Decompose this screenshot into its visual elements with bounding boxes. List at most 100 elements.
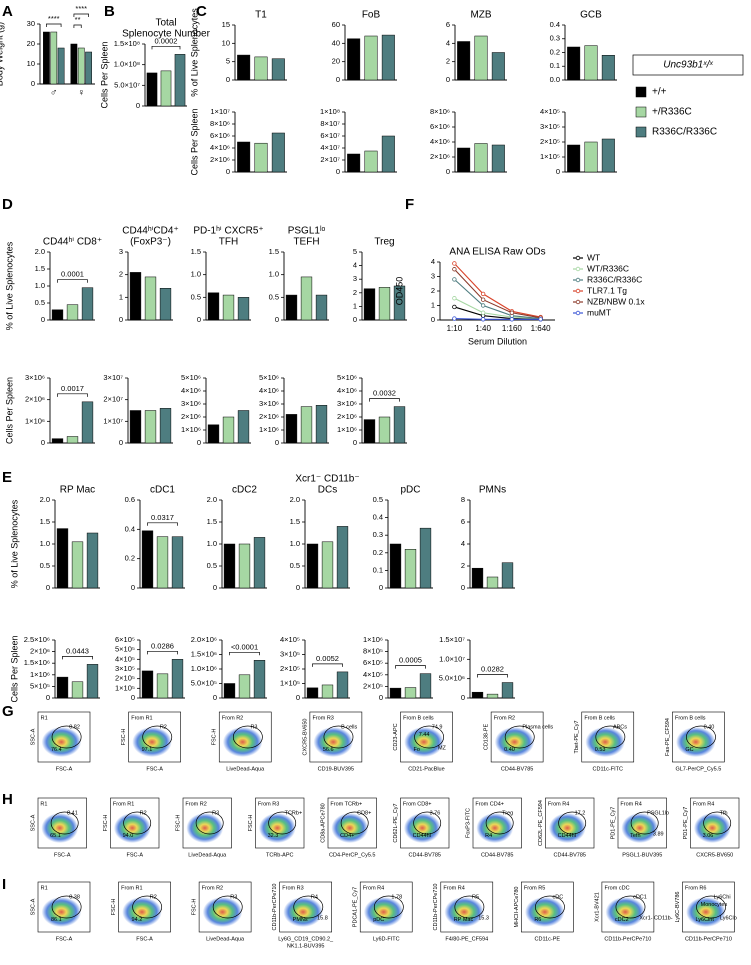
bar — [389, 543, 402, 589]
y-tick-label: 0 — [446, 167, 450, 176]
chart-title: TEFH — [293, 237, 319, 248]
chart-title: FoB — [362, 10, 381, 21]
chart-title: cDC2 — [232, 485, 257, 496]
y-tick-label: 0.1 — [550, 61, 560, 70]
y-axis-label: SSC-A — [30, 898, 36, 915]
legend-label: NZB/NBW 0.1x — [587, 296, 645, 306]
significance-bracket — [46, 23, 62, 27]
panel-letter: F — [405, 196, 414, 213]
y-axis-label: FSC-H — [192, 899, 198, 916]
x-axis-label: CD4-PerCP_Cy5.5 — [329, 852, 375, 858]
bar — [146, 72, 158, 107]
gate-label: From R1 — [131, 715, 152, 721]
y-tick-label: 5×10⁶ — [337, 373, 357, 382]
y-axis-label: SSC-A — [30, 728, 36, 745]
y-axis-label: PDCA1-PE_Cy7 — [353, 887, 359, 927]
bar — [404, 549, 417, 589]
x-axis-label: CD21-PacBlue — [408, 766, 444, 772]
legend-marker — [575, 255, 581, 261]
significance-bracket — [151, 45, 181, 50]
x-axis-label: CD44-BV785 — [481, 852, 513, 858]
y-tick-label: 0 — [431, 315, 435, 324]
y-tick-label: 1×10⁷ — [103, 416, 123, 425]
y-tick-label: 2.0 — [207, 495, 217, 504]
y-tick-label: 8×10⁵ — [363, 647, 383, 656]
panel-letter: I — [2, 876, 6, 893]
y-tick-label: 1×10⁵ — [280, 678, 300, 687]
gate-label: 94.0 — [123, 833, 134, 839]
gate-label: CD44hi — [558, 833, 576, 839]
gate-label: B cells — [341, 724, 357, 730]
density-cloud — [621, 813, 659, 843]
y-tick-label: 2 — [461, 561, 465, 570]
x-axis-label: F4/80-PE_CF594 — [445, 936, 488, 942]
gate-label: R5 — [472, 894, 479, 900]
chart-title: CD44ʰⁱ CD8⁺ — [43, 237, 102, 248]
gate — [703, 811, 732, 835]
point — [452, 267, 457, 272]
y-tick-label: 0.4 — [373, 513, 383, 522]
y-tick-label: 4 — [461, 539, 465, 548]
y-axis-label: CD138-PE — [484, 724, 490, 751]
bar — [419, 673, 432, 699]
gate-label: 0.40 — [704, 724, 715, 730]
bar — [223, 683, 236, 699]
bar — [141, 530, 154, 589]
gate-label: CD8+ — [357, 810, 371, 816]
significance-bracket — [57, 393, 88, 397]
gate-label: Ly6Clo — [720, 915, 737, 921]
gate-label: 86.1 — [51, 917, 62, 923]
x-tick-label: 1:10 — [447, 324, 463, 333]
density-cloud — [693, 813, 731, 843]
gate-label: cDC — [553, 894, 564, 900]
p-value: 0.0032 — [373, 389, 396, 398]
y-tick-label: 0 — [46, 693, 50, 702]
panel-letter: A — [2, 3, 13, 20]
bar — [393, 285, 406, 321]
gate-label: 3.89 — [653, 831, 664, 837]
panel-letter: C — [196, 3, 207, 20]
legend-label: +/R336C — [652, 107, 692, 118]
y-axis-label: FSC-H — [248, 815, 254, 832]
y-tick-label: 3×10⁶ — [181, 399, 201, 408]
bar — [491, 52, 505, 81]
p-value: 0.0282 — [481, 665, 504, 674]
y-tick-label: 4×10⁶ — [210, 143, 230, 152]
y-tick-label: 0 — [336, 167, 340, 176]
y-tick-label: 4×10⁵ — [540, 107, 560, 116]
x-axis-label: Serum Dilution — [468, 336, 527, 346]
bar — [253, 660, 266, 699]
bar — [51, 309, 64, 321]
density-cloud — [41, 897, 82, 927]
bar — [306, 687, 319, 699]
y-tick-label: 15 — [222, 20, 230, 29]
y-tick-label: 2 — [353, 288, 357, 297]
p-value: 0.0317 — [151, 513, 174, 522]
y-tick-label: 6×10⁷ — [320, 131, 340, 140]
gate-label: From R4 — [620, 801, 641, 807]
gate-label: R3 — [230, 894, 237, 900]
y-axis-label: CD8a-APCe780 — [320, 803, 326, 842]
y-tick-label: 4×10⁵ — [280, 635, 300, 644]
bar — [381, 135, 395, 173]
gate — [615, 895, 646, 919]
chart-title: Xcr1⁻ CD11b⁻ — [295, 474, 359, 485]
bar — [81, 287, 94, 321]
gate-label: RP Mac — [454, 917, 474, 923]
bar — [419, 527, 432, 589]
point — [509, 317, 515, 322]
density-cloud — [494, 727, 535, 757]
bar — [300, 276, 313, 321]
bar — [237, 297, 250, 321]
bar — [584, 45, 598, 81]
y-axis-label: % of Live Splenocytes — [189, 8, 199, 97]
y-axis-label: MHCII-APCe780 — [514, 887, 520, 928]
y-axis-label: FoxP3-FITC — [465, 808, 471, 838]
bar — [51, 438, 64, 444]
gate-label: 97.1 — [142, 747, 153, 753]
y-tick-label: 0.3 — [373, 530, 383, 539]
y-tick-label: 0.5 — [207, 561, 217, 570]
gate-label: 0.40 — [504, 747, 515, 753]
gate-label: From CD4+ — [475, 801, 504, 807]
gate-label: 15.3 — [478, 915, 489, 921]
